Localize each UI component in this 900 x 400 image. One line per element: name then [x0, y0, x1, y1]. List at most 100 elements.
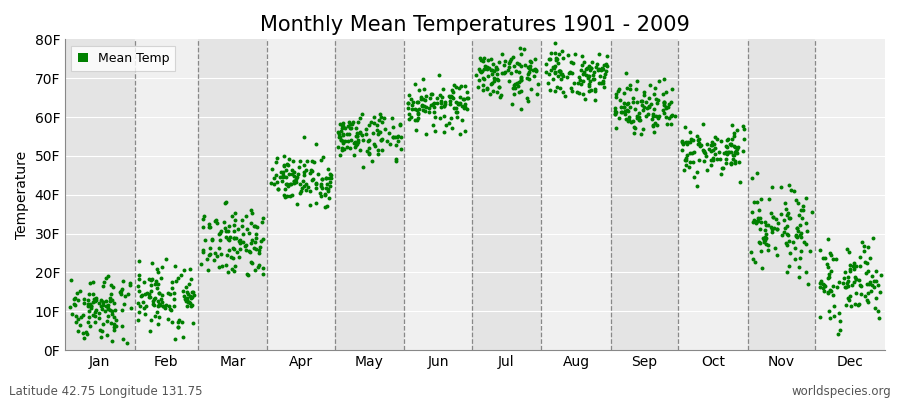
Point	[744, 249, 759, 256]
Point	[313, 183, 328, 190]
Point	[632, 114, 646, 120]
Point	[232, 246, 247, 252]
Point	[851, 277, 866, 284]
Point	[310, 180, 324, 187]
Point	[185, 289, 200, 295]
Point	[481, 57, 495, 64]
Point	[764, 226, 778, 232]
Point	[545, 76, 560, 82]
Point	[587, 69, 601, 75]
Point	[498, 58, 512, 64]
Point	[97, 279, 112, 285]
Point	[132, 309, 147, 316]
Point	[724, 161, 738, 168]
Point	[336, 132, 350, 138]
Point	[310, 170, 325, 177]
Point	[384, 115, 399, 121]
Point	[469, 72, 483, 78]
Point	[609, 108, 624, 115]
Point	[494, 50, 508, 57]
Point	[443, 101, 457, 108]
Point	[656, 91, 670, 97]
Point	[858, 259, 872, 266]
Point	[868, 305, 883, 312]
Point	[135, 299, 149, 305]
Point	[452, 101, 466, 108]
Point	[156, 303, 170, 309]
Point	[143, 277, 157, 284]
Point	[492, 59, 507, 66]
Point	[241, 248, 256, 254]
Point	[621, 108, 635, 114]
Point	[657, 76, 671, 82]
Point	[638, 99, 652, 105]
Point	[203, 224, 218, 230]
Point	[180, 294, 194, 301]
Point	[68, 295, 83, 302]
Point	[149, 285, 164, 291]
Point	[779, 242, 794, 249]
Point	[453, 130, 467, 137]
Point	[210, 253, 224, 260]
Point	[619, 70, 634, 76]
Point	[315, 175, 329, 182]
Point	[860, 297, 874, 304]
Point	[790, 234, 805, 240]
Point	[163, 306, 177, 312]
Point	[647, 91, 662, 98]
Point	[443, 98, 457, 104]
Point	[796, 239, 811, 245]
Point	[592, 73, 607, 79]
Point	[235, 231, 249, 238]
Point	[765, 228, 779, 235]
Point	[362, 150, 376, 156]
Point	[724, 160, 738, 166]
Point	[417, 96, 431, 102]
Point	[424, 102, 438, 108]
Point	[522, 65, 536, 71]
Point	[614, 104, 628, 110]
Point	[634, 131, 648, 137]
Point	[813, 247, 827, 253]
Point	[630, 113, 644, 119]
Point	[108, 307, 122, 313]
Point	[696, 121, 710, 127]
Point	[860, 260, 875, 266]
Point	[287, 169, 302, 175]
Point	[184, 302, 199, 308]
Point	[485, 71, 500, 77]
Point	[446, 82, 461, 88]
Point	[137, 305, 151, 311]
Point	[799, 195, 814, 201]
Point	[857, 247, 871, 254]
Point	[453, 100, 467, 106]
Point	[299, 181, 313, 187]
Point	[265, 180, 279, 186]
Point	[133, 292, 148, 299]
Point	[166, 296, 181, 302]
Point	[578, 96, 592, 102]
Point	[284, 192, 298, 199]
Point	[642, 103, 656, 109]
Point	[148, 313, 162, 319]
Point	[511, 61, 526, 67]
Point	[727, 133, 742, 139]
Point	[626, 124, 641, 130]
Point	[645, 113, 660, 119]
Point	[514, 76, 528, 83]
Point	[642, 104, 656, 110]
Point	[498, 62, 512, 68]
Point	[167, 335, 182, 342]
Point	[781, 214, 796, 221]
Point	[842, 295, 856, 301]
Point	[630, 78, 644, 84]
Point	[277, 194, 292, 201]
Point	[238, 242, 253, 248]
Point	[664, 98, 679, 105]
Point	[73, 288, 87, 294]
Point	[595, 66, 609, 72]
Point	[512, 68, 526, 75]
Point	[581, 73, 596, 80]
Point	[620, 100, 634, 106]
Point	[227, 246, 241, 252]
